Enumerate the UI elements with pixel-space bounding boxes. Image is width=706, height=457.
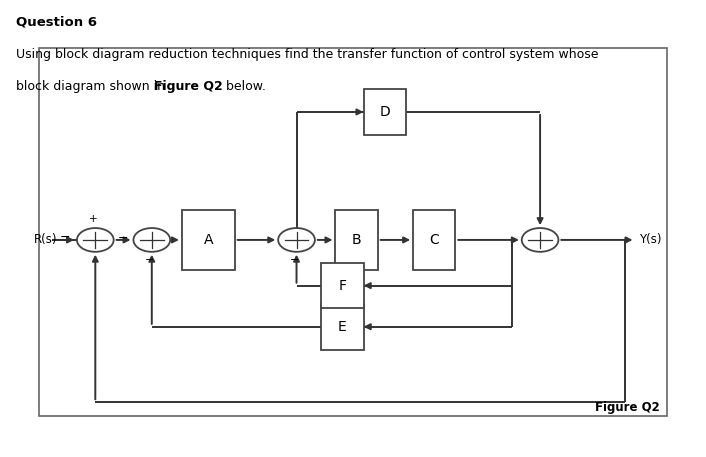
- Text: R(s): R(s): [34, 234, 57, 246]
- Text: Using block diagram reduction techniques find the transfer function of control s: Using block diagram reduction techniques…: [16, 48, 598, 61]
- Circle shape: [133, 228, 170, 252]
- Text: B: B: [352, 233, 361, 247]
- Text: −: −: [117, 232, 128, 245]
- Circle shape: [77, 228, 114, 252]
- Text: A: A: [203, 233, 213, 247]
- Bar: [321, 304, 364, 350]
- Text: −: −: [145, 255, 155, 266]
- Text: C: C: [429, 233, 439, 247]
- Text: F: F: [338, 279, 347, 292]
- Circle shape: [522, 228, 558, 252]
- Text: D: D: [379, 105, 390, 119]
- Text: Y(s): Y(s): [639, 234, 662, 246]
- Text: Question 6: Question 6: [16, 16, 97, 29]
- Bar: [182, 210, 235, 270]
- Text: Figure Q2: Figure Q2: [154, 80, 222, 93]
- Bar: [335, 210, 378, 270]
- Text: +: +: [89, 214, 98, 224]
- Bar: [413, 210, 455, 270]
- Text: below.: below.: [222, 80, 266, 93]
- Bar: [321, 263, 364, 308]
- Circle shape: [278, 228, 315, 252]
- Bar: [364, 89, 406, 135]
- Text: Figure Q2: Figure Q2: [595, 401, 660, 414]
- Text: −: −: [289, 255, 299, 266]
- Text: −: −: [59, 231, 70, 244]
- Bar: [39, 48, 667, 416]
- Text: block diagram shown in: block diagram shown in: [16, 80, 169, 93]
- Text: E: E: [338, 320, 347, 334]
